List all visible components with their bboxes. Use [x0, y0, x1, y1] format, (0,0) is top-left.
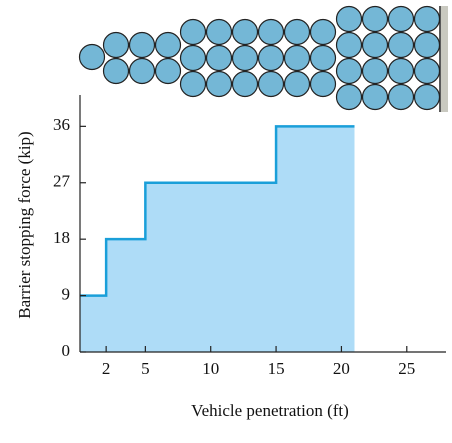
barrel	[387, 5, 415, 33]
x-tick-label: 25	[398, 359, 415, 378]
barrel	[78, 43, 106, 71]
barrel	[179, 44, 207, 72]
barrel	[413, 83, 441, 111]
barrel	[413, 57, 441, 85]
x-tick-label: 2	[102, 359, 111, 378]
barrel	[361, 83, 389, 111]
x-tick-label: 20	[333, 359, 350, 378]
barrel	[335, 83, 363, 111]
barrel	[283, 18, 311, 46]
barrel	[309, 18, 337, 46]
x-axis-label: Vehicle penetration (ft)	[191, 401, 349, 420]
barrel	[179, 18, 207, 46]
y-tick-label: 0	[62, 341, 71, 360]
barrel	[128, 57, 156, 85]
barrel	[257, 70, 285, 98]
y-tick-label: 36	[53, 115, 70, 134]
barrel-diagram	[78, 5, 441, 111]
barrel	[361, 31, 389, 59]
barrel	[361, 5, 389, 33]
barrel	[361, 57, 389, 85]
barrel	[335, 31, 363, 59]
x-tick-label: 5	[141, 359, 150, 378]
barrel	[231, 18, 259, 46]
step-line	[80, 125, 355, 297]
barrel	[179, 70, 207, 98]
barrel	[387, 31, 415, 59]
barrel	[283, 70, 311, 98]
wall	[441, 6, 448, 112]
barrel	[257, 44, 285, 72]
barrel	[257, 18, 285, 46]
y-tick-label: 18	[53, 228, 70, 247]
barrel	[309, 44, 337, 72]
barrel	[283, 44, 311, 72]
barrel	[387, 83, 415, 111]
barrel	[102, 31, 130, 59]
barrel	[205, 18, 233, 46]
y-tick-label: 27	[53, 172, 71, 191]
barrel	[309, 70, 337, 98]
barrel	[387, 57, 415, 85]
barrel	[205, 44, 233, 72]
barrel	[335, 5, 363, 33]
y-tick-label: 9	[62, 284, 71, 303]
barrel	[413, 5, 441, 33]
barrel	[413, 31, 441, 59]
barrel	[102, 57, 130, 85]
barrel	[154, 57, 182, 85]
x-tick-label: 10	[202, 359, 219, 378]
y-axis-label: Barrier stopping force (kip)	[15, 131, 34, 318]
barrel	[231, 44, 259, 72]
barrel	[205, 70, 233, 98]
x-tick-label: 15	[268, 359, 285, 378]
barrel	[128, 31, 156, 59]
barrel	[154, 31, 182, 59]
barrel	[231, 70, 259, 98]
barrel	[335, 57, 363, 85]
